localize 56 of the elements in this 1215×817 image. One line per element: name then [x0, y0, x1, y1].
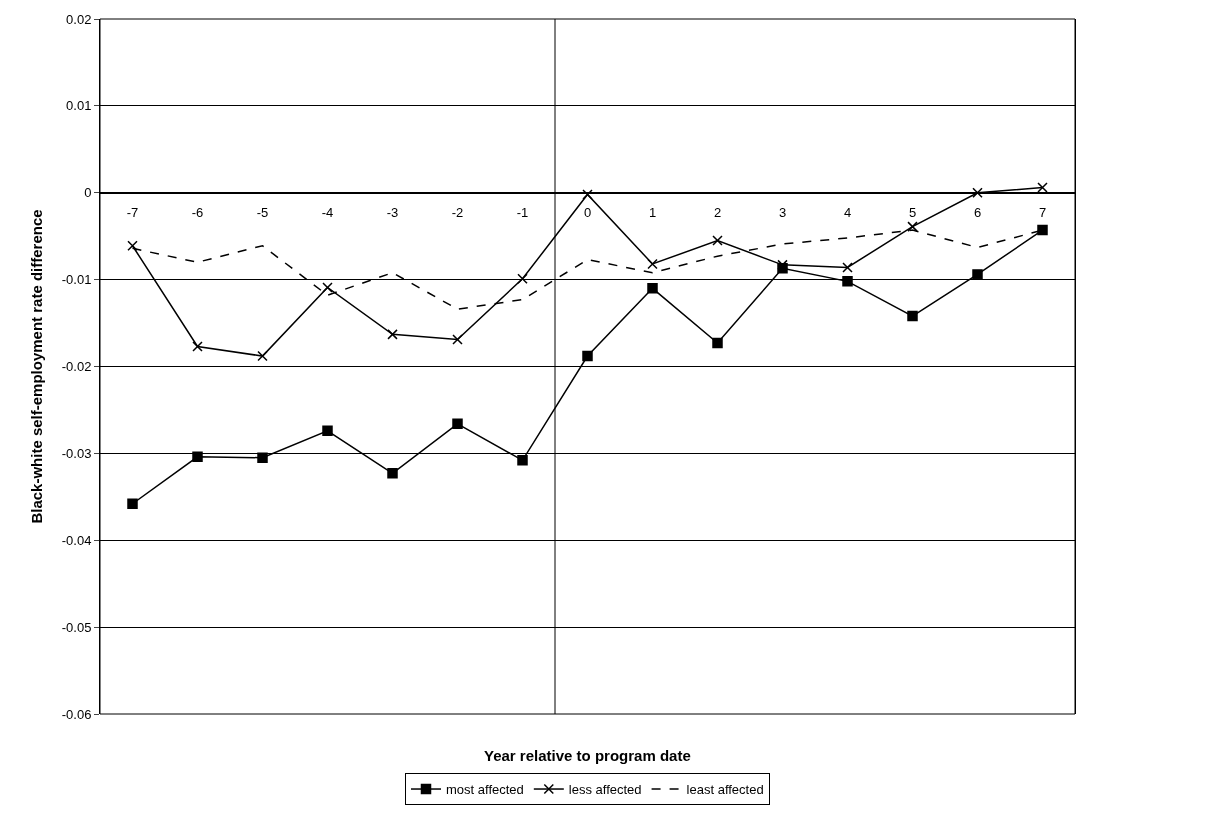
point: [517, 455, 528, 466]
y-tick-label: 0.01: [66, 98, 92, 114]
legend-label: less affected: [568, 782, 642, 798]
point: [582, 350, 593, 362]
y-tick-label: 0.02: [66, 11, 92, 27]
point: [452, 334, 463, 345]
point: [257, 452, 268, 463]
point: [322, 425, 333, 437]
y-tick-label: -0.01: [61, 272, 92, 288]
x-tick-label: -5: [256, 205, 269, 221]
point: [972, 187, 983, 198]
point: [842, 276, 853, 287]
y-tick-label: -0.04: [61, 532, 92, 548]
point: [647, 283, 658, 294]
point: [387, 468, 398, 479]
point: [322, 282, 333, 293]
point: [127, 240, 138, 251]
point: [192, 341, 203, 352]
x-tick-label: 2: [713, 205, 722, 221]
x-tick-label: 7: [1038, 205, 1047, 221]
x-tick-label: -4: [321, 205, 334, 221]
point: [712, 337, 723, 349]
x-tick-label: 1: [648, 205, 657, 221]
y-tick-label: -0.03: [61, 445, 92, 461]
point: [842, 262, 853, 273]
point: [972, 269, 983, 280]
x-tick-label: -3: [386, 205, 399, 221]
y-tick-label: -0.05: [61, 619, 92, 635]
y-axis-title: Black-white self-employment rate difference: [28, 209, 46, 524]
point: [1037, 224, 1048, 236]
x-tick-label: -2: [451, 205, 464, 221]
legend-label: most affected: [446, 782, 524, 798]
point: [387, 329, 398, 340]
point: [647, 258, 658, 270]
x-tick-label: -6: [191, 205, 204, 221]
x-tick-label: 5: [908, 205, 917, 221]
point: [452, 418, 463, 430]
point: [1037, 182, 1048, 193]
point: [127, 498, 138, 510]
y-tick-label: -0.02: [61, 359, 92, 375]
point: [907, 310, 918, 322]
x-axis-title: Year relative to program date: [484, 747, 691, 764]
x-tick-label: 6: [973, 205, 982, 221]
point: [907, 221, 918, 232]
point: [517, 273, 528, 285]
point: [192, 451, 203, 463]
y-tick-label: -0.06: [61, 706, 92, 722]
x-tick-label: -1: [516, 205, 529, 221]
x-tick-label: -7: [126, 205, 139, 221]
x-tick-label: 0: [583, 205, 592, 221]
x-tick-label: 3: [778, 205, 787, 221]
legend-label: least affected: [686, 782, 764, 798]
point: [257, 350, 268, 362]
x-tick-label: 4: [843, 205, 852, 221]
y-tick-label: 0: [84, 185, 92, 201]
point: [712, 235, 723, 246]
